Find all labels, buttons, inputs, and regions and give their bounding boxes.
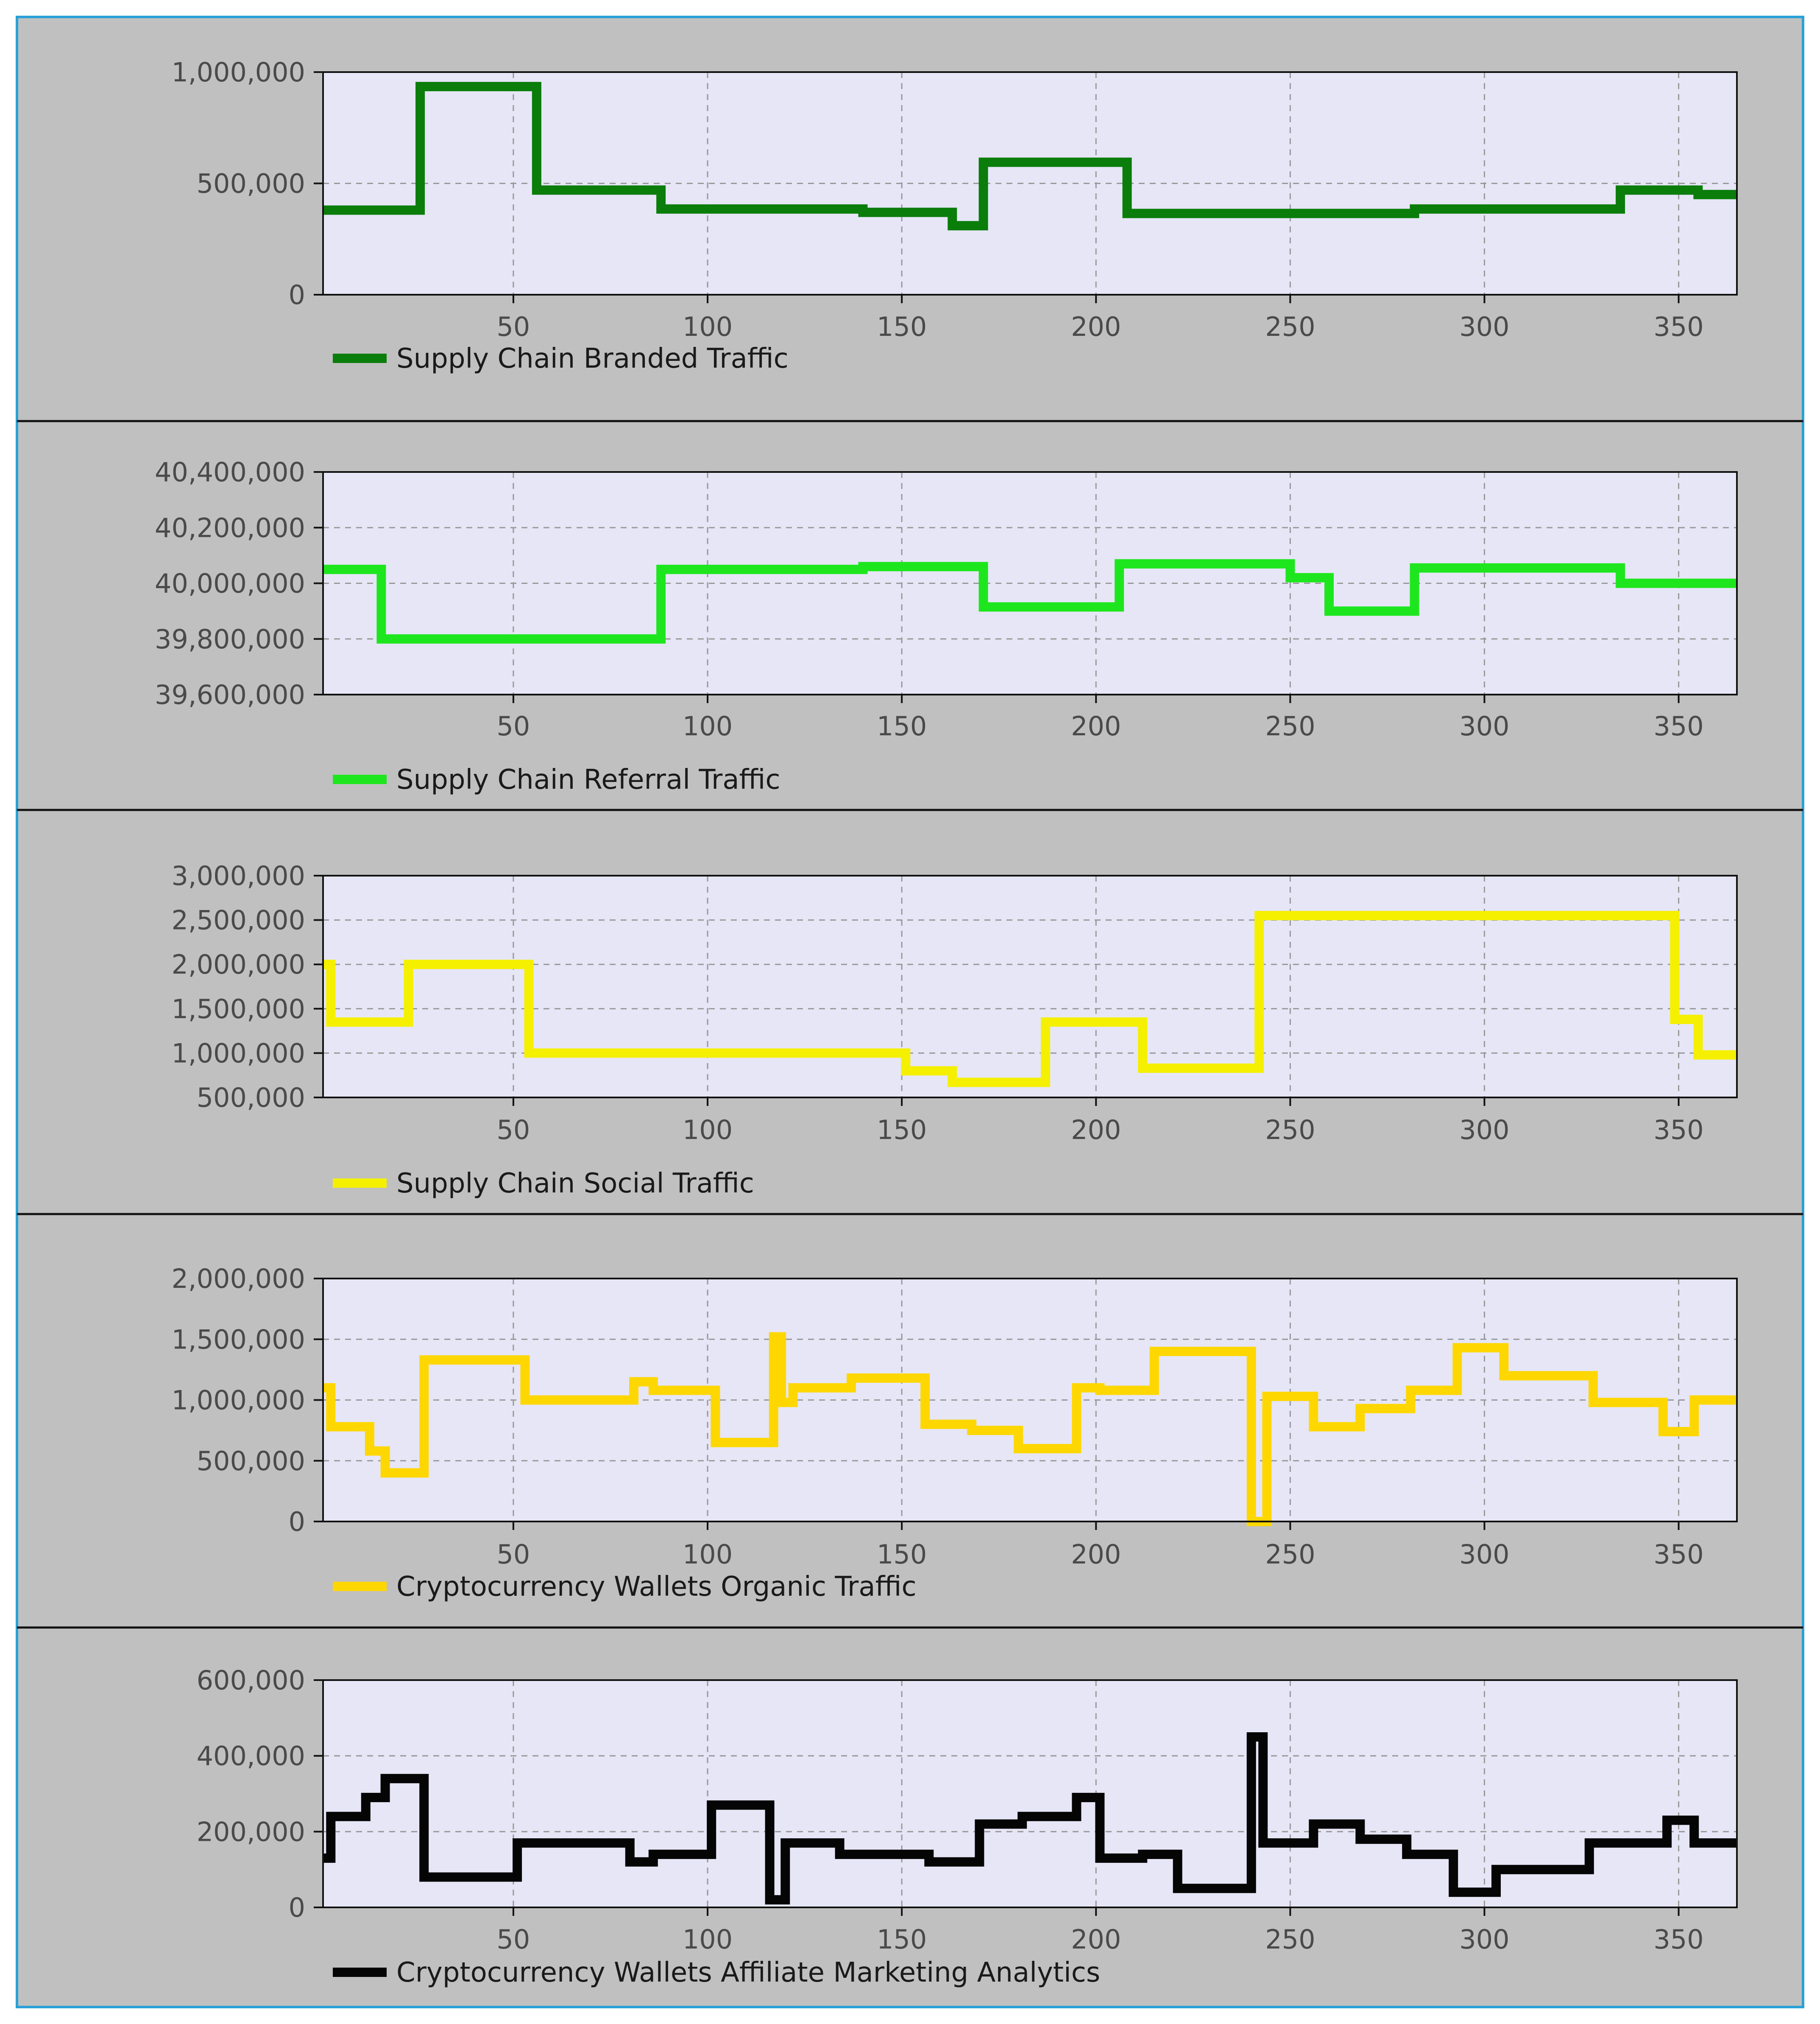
x-tick-label: 200 [1071, 1114, 1121, 1145]
x-tick-label: 250 [1265, 1539, 1315, 1570]
y-tick-label: 500,000 [197, 168, 305, 199]
x-tick-label: 100 [683, 311, 733, 342]
x-tick-label: 50 [496, 1924, 530, 1955]
x-tick-label: 200 [1071, 1924, 1121, 1955]
x-tick-label: 100 [683, 711, 733, 742]
y-tick-label: 1,500,000 [171, 994, 305, 1025]
x-tick-label: 350 [1653, 1539, 1703, 1570]
x-tick-label: 150 [877, 1114, 927, 1145]
y-tick-label: 1,000,000 [171, 57, 305, 88]
x-tick-label: 250 [1265, 1924, 1315, 1955]
y-tick-label: 2,500,000 [171, 905, 305, 936]
legend-label: Cryptocurrency Wallets Affiliate Marketi… [396, 1957, 1100, 1988]
y-tick-label: 3,000,000 [171, 860, 305, 891]
x-tick-label: 300 [1459, 311, 1509, 342]
legend-label: Supply Chain Referral Traffic [396, 764, 780, 796]
x-tick-label: 350 [1653, 311, 1703, 342]
x-tick-label: 50 [496, 311, 530, 342]
x-tick-label: 250 [1265, 1114, 1315, 1145]
x-tick-label: 300 [1459, 1114, 1509, 1145]
y-tick-label: 40,000,000 [155, 568, 305, 599]
y-tick-label: 0 [289, 279, 305, 310]
legend-label: Supply Chain Social Traffic [396, 1168, 754, 1199]
x-tick-label: 150 [877, 1924, 927, 1955]
legend-label: Cryptocurrency Wallets Organic Traffic [396, 1571, 917, 1602]
x-tick-label: 300 [1459, 1539, 1509, 1570]
y-tick-label: 2,000,000 [171, 949, 305, 980]
x-tick-label: 150 [877, 311, 927, 342]
x-tick-label: 200 [1071, 1539, 1121, 1570]
series-line [323, 1732, 1737, 1905]
y-tick-label: 1,000,000 [171, 1385, 305, 1416]
y-tick-label: 2,000,000 [171, 1263, 305, 1294]
chart-panel-1: 0 500,000 1,000,000 50 100 150 200 250 300 350 Sup… [17, 57, 1803, 422]
plot-area [323, 876, 1737, 1097]
chart-panel-2: 39,600,000 39,800,000 40,000,000 40,200,000… [17, 457, 1803, 811]
y-tick-label: 600,000 [197, 1665, 305, 1696]
x-tick-label: 100 [683, 1924, 733, 1955]
series-line [323, 559, 1737, 644]
x-tick-label: 50 [496, 711, 530, 742]
y-tick-label: 200,000 [197, 1816, 305, 1847]
x-tick-label: 150 [877, 711, 927, 742]
y-tick-label: 500,000 [197, 1082, 305, 1113]
x-tick-label: 100 [683, 1539, 733, 1570]
x-tick-label: 300 [1459, 1924, 1509, 1955]
series-line [323, 911, 1737, 1087]
y-tick-label: 40,200,000 [155, 512, 305, 543]
y-tick-label: 39,600,000 [155, 679, 305, 710]
x-tick-label: 350 [1653, 1924, 1703, 1955]
chart-panel-3: 500,000 1,000,000 1,500,000 2,000,000 2,500,… [17, 860, 1803, 1215]
y-tick-label: 0 [289, 1506, 305, 1537]
x-tick-label: 300 [1459, 711, 1509, 742]
chart-panel-4: 0 500,000 1,000,000 1,500,000 2,000,000 50 100… [17, 1263, 1803, 1629]
y-tick-label: 1,500,000 [171, 1324, 305, 1355]
series-line [323, 1332, 1737, 1526]
x-tick-label: 200 [1071, 311, 1121, 342]
x-tick-label: 50 [496, 1539, 530, 1570]
x-tick-label: 100 [683, 1114, 733, 1145]
y-tick-label: 500,000 [197, 1446, 305, 1477]
x-tick-label: 200 [1071, 711, 1121, 742]
plot-border [322, 1679, 1738, 1908]
x-tick-label: 350 [1653, 711, 1703, 742]
x-tick-label: 250 [1265, 711, 1315, 742]
y-tick-label: 400,000 [197, 1741, 305, 1772]
legend-label: Supply Chain Branded Traffic [396, 343, 789, 374]
x-tick-label: 350 [1653, 1114, 1703, 1145]
plot-border [322, 875, 1738, 1098]
x-tick-label: 150 [877, 1539, 927, 1570]
y-tick-label: 39,800,000 [155, 624, 305, 655]
y-tick-label: 0 [289, 1892, 305, 1923]
y-tick-label: 40,400,000 [155, 457, 305, 488]
y-tick-label: 1,000,000 [171, 1038, 305, 1069]
chart-panel-5: 0 200,000 400,000 600,000 50 100 150 200 250 300 3… [197, 1665, 1738, 1988]
x-tick-label: 250 [1265, 311, 1315, 342]
x-tick-label: 50 [496, 1114, 530, 1145]
series-line [323, 82, 1737, 231]
